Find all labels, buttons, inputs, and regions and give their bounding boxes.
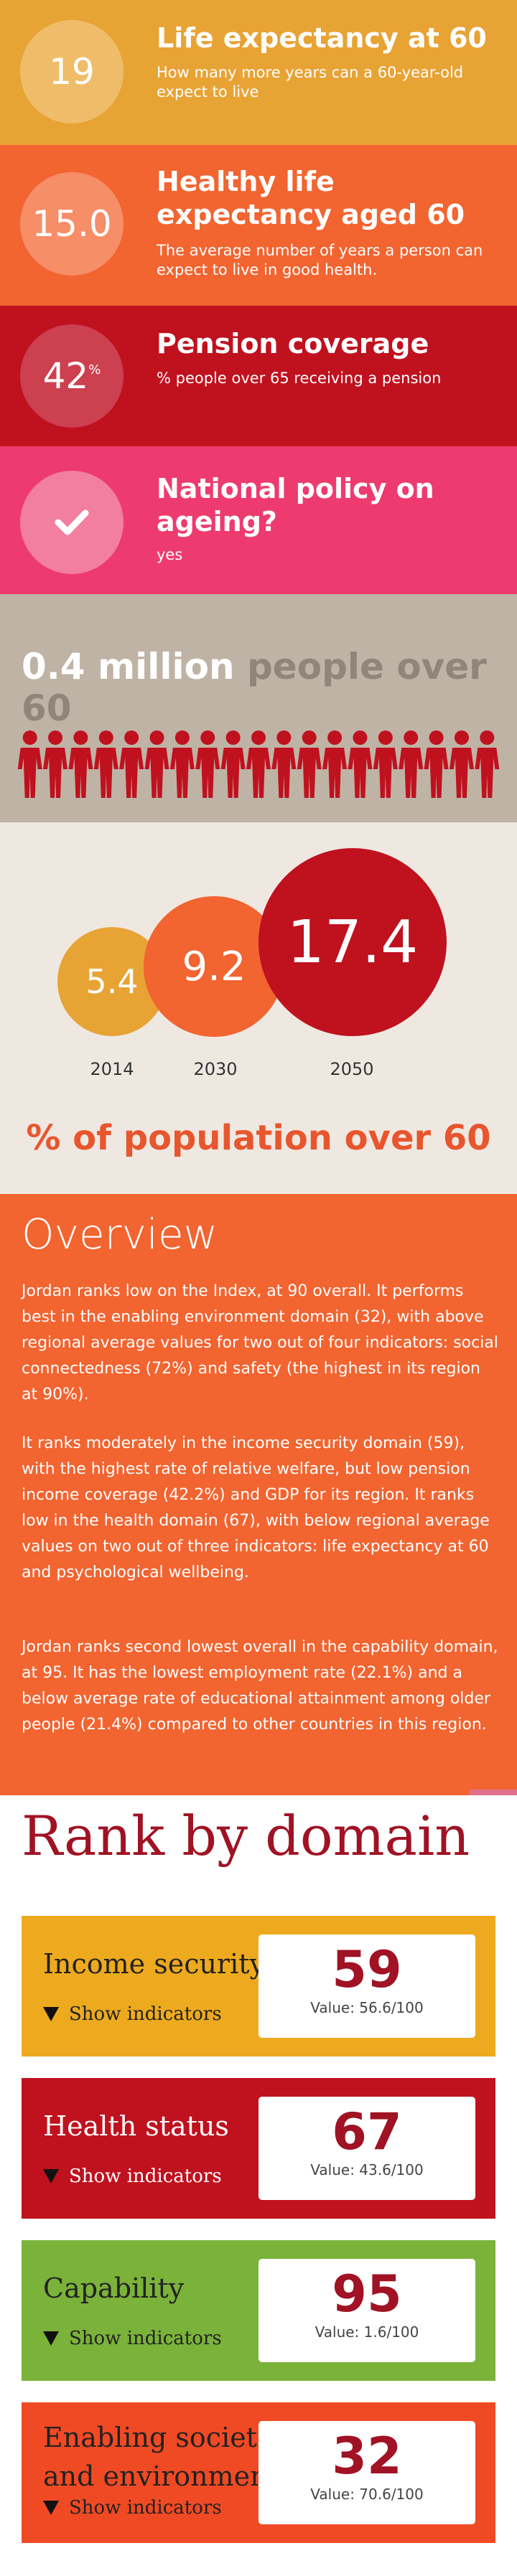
rank-value-health: Value: 43.6/100 (310, 2161, 424, 2178)
person-icon (17, 730, 42, 798)
bubble-2050-value: 17.4 (287, 908, 419, 977)
person-icon (322, 730, 348, 798)
bubble-2030-value: 9.2 (182, 943, 246, 990)
population-section: 0.4 million people over 60 (0, 594, 517, 822)
triangle-down-icon (43, 2007, 59, 2021)
rank-title: Rank by domain (22, 1804, 470, 1868)
rank-box-enabling: 32 Value: 70.6/100 (258, 2421, 475, 2524)
rank-value-capability: Value: 1.6/100 (315, 2323, 419, 2341)
life-expectancy-number: 19 (49, 51, 95, 93)
show-indicators-enabling[interactable]: Show indicators (43, 2497, 222, 2519)
overview-section: Overview Jordan ranks low on the Index, … (0, 1194, 517, 1795)
triangle-down-icon (43, 2331, 59, 2346)
rank-number-health: 67 (332, 2102, 402, 2161)
show-indicators-label: Show indicators (69, 2328, 222, 2349)
pension-number: 42 (42, 355, 89, 397)
person-icon (449, 730, 474, 798)
rank-value-income: Value: 56.6/100 (310, 1999, 424, 2016)
policy-value (20, 471, 124, 574)
healthy-life-desc: The average number of years a person can… (157, 242, 483, 278)
show-indicators-income[interactable]: Show indicators (43, 2003, 222, 2025)
person-icon (68, 730, 93, 798)
domain-card-capability: Capability Show indicators 95 Value: 1.6… (22, 2240, 495, 2381)
year-2014: 2014 (90, 1059, 134, 1079)
rank-box-health: 67 Value: 43.6/100 (258, 2097, 475, 2200)
person-icon (373, 730, 398, 798)
person-icon (43, 730, 68, 798)
checkmark-icon (55, 509, 89, 535)
life-expectancy-value: 19 (20, 20, 124, 123)
triangle-down-icon (43, 2169, 59, 2184)
rank-number-capability: 95 (332, 2265, 402, 2323)
pension-value: 42% (20, 324, 124, 428)
person-icon (93, 730, 118, 798)
healthy-life-number: 15.0 (32, 203, 112, 245)
pension-row: 42% Pension coverage % people over 65 re… (0, 306, 517, 446)
bubble-2014-value: 5.4 (85, 962, 139, 1001)
person-icon (475, 730, 500, 798)
rank-number-enabling: 32 (332, 2427, 402, 2486)
life-expectancy-title: Life expectancy at 60 (157, 22, 487, 54)
bubble-2050: 17.4 (258, 848, 447, 1036)
overview-paragraph-2: It ranks moderately in the income securi… (22, 1434, 490, 1581)
pension-percent: % (88, 362, 101, 377)
overview-paragraph-3: Jordan ranks second lowest overall in th… (22, 1638, 498, 1734)
rank-box-capability: 95 Value: 1.6/100 (258, 2259, 475, 2362)
population-heading: 0.4 million people over 60 (22, 646, 517, 729)
life-expectancy-row: 19 Life expectancy at 60 How many more y… (0, 0, 517, 145)
year-2050: 2050 (330, 1059, 374, 1079)
projection-title: % of population over 60 (26, 1118, 491, 1158)
overview-tab-marker (470, 1790, 517, 1795)
show-indicators-label: Show indicators (69, 2003, 222, 2025)
person-icon (195, 730, 220, 798)
policy-desc: yes (157, 546, 183, 563)
rank-number-income: 59 (332, 1940, 402, 1999)
show-indicators-label: Show indicators (69, 2166, 222, 2187)
population-number: 0.4 million (22, 646, 235, 687)
person-icon (297, 730, 322, 798)
person-icon (246, 730, 271, 798)
triangle-down-icon (43, 2501, 59, 2515)
domain-card-income: Income security Show indicators 59 Value… (22, 1916, 495, 2056)
person-icon (119, 730, 144, 798)
people-icons (17, 730, 500, 798)
overview-title: Overview (22, 1210, 218, 1259)
bubble-2030: 9.2 (144, 896, 284, 1037)
domain-card-enabling: Enabling societies and environment Show … (22, 2402, 495, 2543)
policy-row: National policy on ageing? yes (0, 446, 517, 594)
person-icon (220, 730, 246, 798)
show-indicators-health[interactable]: Show indicators (43, 2166, 222, 2187)
population-label: people over 60 (22, 646, 487, 729)
overview-paragraph-1: Jordan ranks low on the Index, at 90 ove… (22, 1282, 498, 1404)
person-icon (399, 730, 424, 798)
pension-title: Pension coverage (157, 328, 429, 359)
rank-box-income: 59 Value: 56.6/100 (258, 1935, 475, 2038)
domain-card-health: Health status Show indicators 67 Value: … (22, 2078, 495, 2219)
year-2030: 2030 (193, 1059, 238, 1079)
domain-name-income: Income security (43, 1948, 266, 1980)
domain-name-health: Health status (43, 2110, 229, 2142)
person-icon (424, 730, 449, 798)
person-icon (348, 730, 373, 798)
person-icon (271, 730, 297, 798)
life-expectancy-desc: How many more years can a 60-year-old ex… (157, 64, 464, 100)
healthy-life-value: 15.0 (20, 172, 124, 276)
policy-title: National policy on ageing? (157, 473, 434, 537)
show-indicators-capability[interactable]: Show indicators (43, 2328, 222, 2349)
pension-desc: % people over 65 receiving a pension (157, 370, 442, 387)
rank-value-enabling: Value: 70.6/100 (310, 2486, 424, 2503)
domain-name-capability: Capability (43, 2272, 185, 2304)
person-icon (169, 730, 195, 798)
healthy-life-title: Healthy life expectancy aged 60 (157, 166, 465, 230)
person-icon (144, 730, 169, 798)
projection-section: 5.4 9.2 17.4 2014 2030 2050 % of populat… (0, 822, 517, 1194)
healthy-life-row: 15.0 Healthy life expectancy aged 60 The… (0, 145, 517, 306)
domain-name-enabling: Enabling societies and environment (43, 2422, 297, 2492)
show-indicators-label: Show indicators (69, 2497, 222, 2519)
